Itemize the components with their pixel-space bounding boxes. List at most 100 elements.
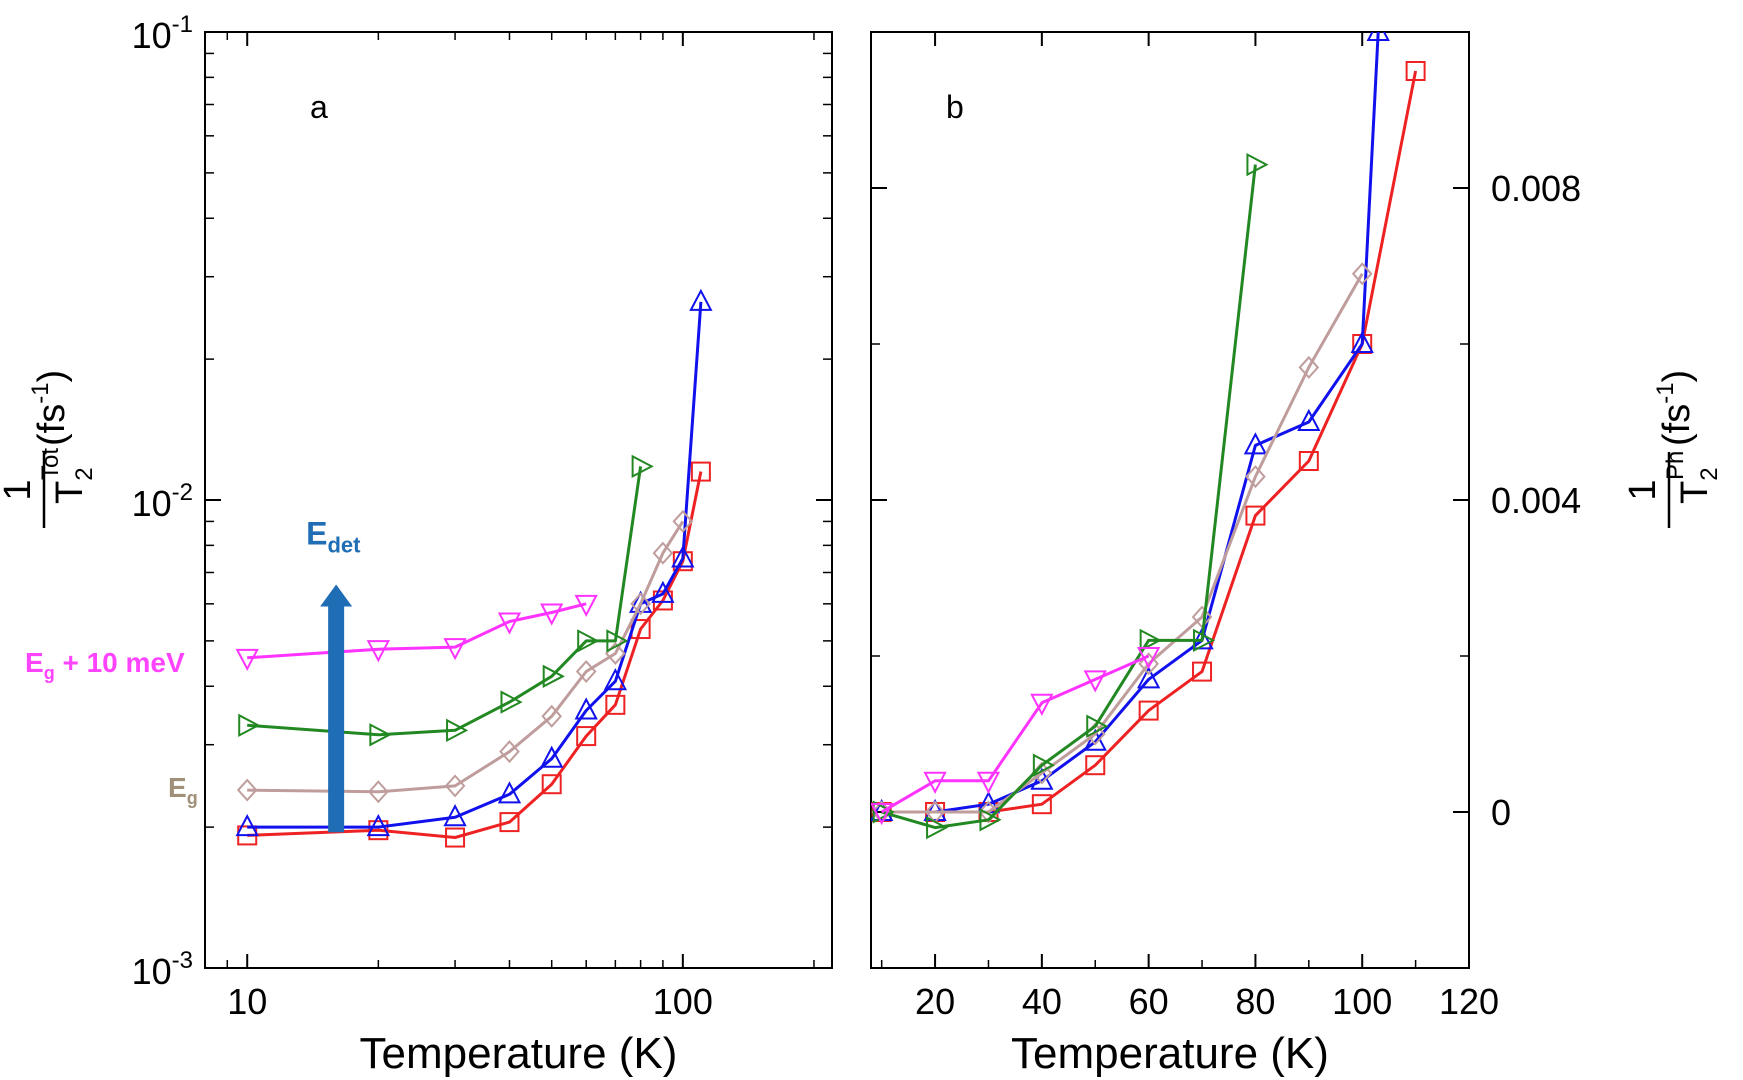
y-label-denominator: T2 — [1674, 467, 1723, 504]
series-triangle-down — [871, 647, 1161, 826]
x-tick-label: 100 — [653, 981, 713, 1022]
eg-label: Eg — [168, 772, 198, 808]
series-triangle-right — [238, 454, 654, 747]
data-point — [576, 726, 597, 747]
data-point — [369, 723, 392, 747]
y-tick-label: 0 — [1491, 792, 1511, 833]
data-point — [235, 648, 259, 671]
series-line — [247, 471, 703, 839]
eg-plus-10mev-label: Eg + 10 meV — [25, 647, 185, 683]
data-point — [1243, 432, 1268, 455]
data-point — [574, 594, 598, 617]
x-tick-label: 10 — [227, 981, 267, 1022]
data-point — [1139, 628, 1162, 653]
data-point — [443, 638, 467, 661]
data-point — [1032, 753, 1056, 777]
data-point — [978, 800, 999, 824]
y-label-superscript: Tot — [37, 448, 64, 480]
data-point — [606, 629, 629, 653]
edet-label: Edet — [306, 515, 361, 557]
data-point — [630, 592, 651, 616]
data-point — [443, 804, 467, 827]
y-tick-label: 10-1 — [132, 11, 193, 56]
series-line — [881, 32, 1380, 814]
x-tick-label: 20 — [915, 981, 955, 1022]
data-point — [671, 545, 695, 568]
series-line — [247, 602, 587, 660]
data-point — [1245, 505, 1266, 526]
panel-label: a — [310, 89, 328, 125]
edet-arrow-head — [320, 584, 353, 607]
series-triangle-right — [872, 152, 1269, 840]
data-point — [976, 771, 1001, 794]
data-point — [1086, 714, 1109, 738]
x-tick-label: 40 — [1022, 981, 1062, 1022]
data-point — [672, 509, 694, 533]
data-point — [872, 800, 895, 824]
series-triangle-up — [235, 288, 713, 837]
series-line — [881, 164, 1257, 830]
data-point — [497, 781, 522, 804]
x-tick-label: 80 — [1235, 981, 1275, 1022]
data-point — [1350, 330, 1374, 353]
data-point — [540, 745, 564, 768]
series-line — [247, 520, 685, 794]
data-point — [1192, 661, 1213, 682]
y-label-unit: (fs-1) — [27, 370, 73, 446]
data-point — [1083, 670, 1107, 693]
series-line — [247, 466, 643, 737]
data-point — [1245, 465, 1266, 489]
series-diamond — [236, 509, 694, 804]
data-point — [603, 668, 628, 691]
x-axis-label: Temperature (K) — [360, 1029, 678, 1078]
x-tick-label: 120 — [1439, 981, 1499, 1022]
data-point — [574, 697, 598, 720]
data-point — [366, 640, 391, 663]
y-label-unit: (fs-1) — [1652, 370, 1698, 446]
data-point — [238, 713, 261, 737]
data-point — [1405, 61, 1426, 81]
data-point — [605, 694, 626, 715]
data-point — [690, 461, 711, 482]
series-triangle-down — [235, 594, 598, 671]
data-point — [541, 774, 562, 795]
series-line — [247, 301, 703, 829]
data-point — [575, 660, 597, 684]
data-point — [540, 603, 564, 626]
data-point — [1031, 794, 1052, 815]
data-point — [926, 815, 949, 840]
data-point — [1138, 700, 1159, 721]
data-point — [499, 812, 520, 833]
data-point — [235, 813, 259, 837]
data-point — [689, 288, 713, 311]
data-point — [1136, 666, 1161, 689]
data-point — [497, 612, 522, 635]
data-point — [236, 778, 258, 802]
plot-frame — [870, 31, 1470, 969]
y-label-denominator: T2 — [49, 467, 98, 504]
data-point — [1298, 355, 1320, 379]
data-point — [651, 580, 675, 603]
data-point — [1085, 755, 1106, 776]
data-point — [628, 590, 653, 613]
series-square — [237, 461, 711, 848]
data-point — [446, 718, 469, 742]
data-point — [542, 664, 565, 688]
data-point — [366, 813, 391, 837]
edet-arrow-shaft — [328, 602, 345, 833]
y-label-numerator: 1 — [0, 479, 39, 500]
data-point — [499, 740, 520, 764]
data-point — [1083, 728, 1107, 751]
data-point — [871, 803, 894, 826]
series-triangle-up — [871, 32, 1390, 821]
panel-a: a 10 100 10-3 10-2 10-1 Temperature (K) 1 T2Tot(… — [0, 11, 833, 1078]
y-tick-label: 10-2 — [132, 479, 193, 524]
data-point — [631, 454, 654, 479]
x-axis-label: Temperature (K) — [1011, 1029, 1329, 1078]
series-line — [880, 654, 1150, 814]
y-tick-label: 0.008 — [1491, 168, 1581, 209]
data-point — [1193, 628, 1216, 653]
data-point — [368, 780, 389, 804]
